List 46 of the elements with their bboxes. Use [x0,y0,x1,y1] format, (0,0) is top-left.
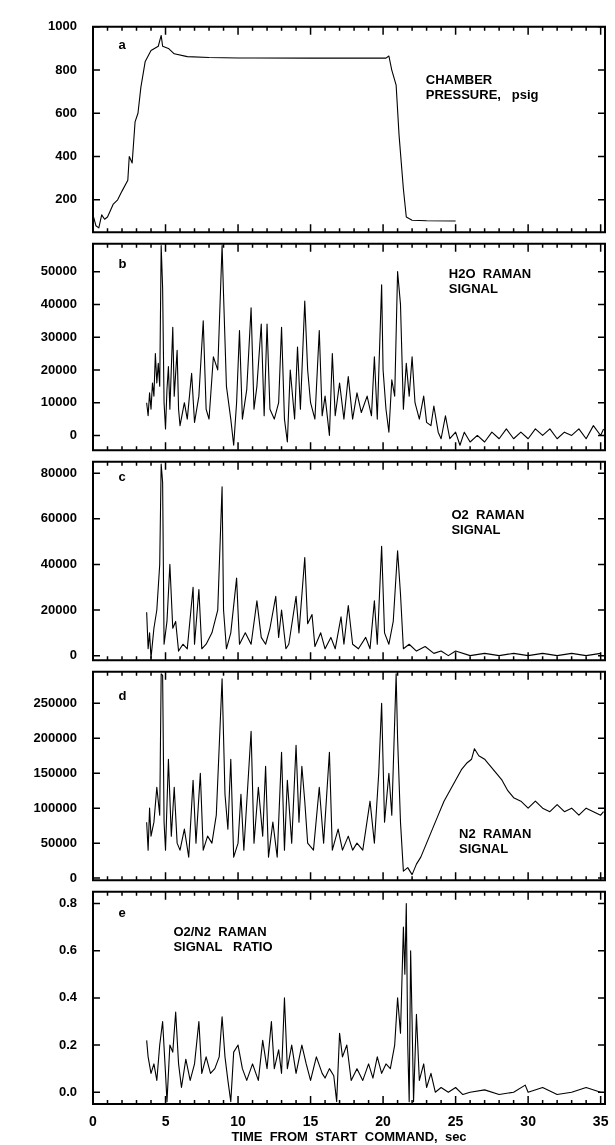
y-tick-label: 30000 [40,328,77,344]
x-axis-title: TIME FROM START COMMAND, sec [231,1128,467,1144]
annotation: d [118,688,127,704]
y-tick-label: 0.0 [58,1083,77,1099]
y-tick-label: 40000 [40,295,77,311]
y-tick-label: 60000 [40,510,77,526]
y-tick-label: 200 [55,191,77,207]
y-tick-label: 0 [69,869,77,885]
y-tick-label: 1000 [48,18,77,34]
x-tick-label: 10 [230,1113,247,1130]
x-tick-label: 15 [302,1113,319,1130]
y-tick-label: 0.8 [58,895,77,911]
annotation: N2 RAMAN SIGNAL [459,825,532,856]
y-tick-label: 800 [55,61,77,77]
y-tick-label: 0 [69,647,77,663]
annotation: CHAMBER PRESSURE, psig [425,71,539,102]
annotation: O2 RAMAN SIGNAL [451,506,525,537]
y-tick-label: 80000 [40,464,77,480]
x-tick-label: 35 [592,1113,609,1130]
y-tick-label: 400 [55,148,77,164]
x-tick-label: 30 [520,1113,537,1130]
annotation: c [118,469,126,485]
annotation: e [118,904,126,920]
annotation: H2O RAMAN SIGNAL [448,266,532,297]
x-tick-label: 5 [161,1113,170,1130]
annotation: b [118,256,127,272]
x-tick-label: 0 [89,1113,98,1130]
y-tick-label: 150000 [33,764,77,780]
y-tick-label: 600 [55,104,77,120]
y-tick-label: 0.6 [58,942,77,958]
x-tick-label: 25 [447,1113,464,1130]
y-tick-label: 250000 [33,694,77,710]
y-tick-label: 50000 [40,834,77,850]
y-tick-label: 0.4 [58,989,78,1005]
x-tick-label: 20 [375,1113,392,1130]
y-tick-label: 0 [69,427,77,443]
annotation: a [118,36,127,52]
y-tick-label: 10000 [40,394,77,410]
y-tick-label: 200000 [33,729,77,745]
annotation: O2/N2 RAMAN SIGNAL RATIO [173,923,273,954]
y-tick-label: 50000 [40,263,77,279]
y-tick-label: 40000 [40,556,77,571]
y-tick-label: 100000 [33,799,77,815]
y-tick-label: 20000 [40,361,77,377]
y-tick-label: 20000 [40,601,77,617]
y-tick-label: 0.2 [58,1036,77,1052]
